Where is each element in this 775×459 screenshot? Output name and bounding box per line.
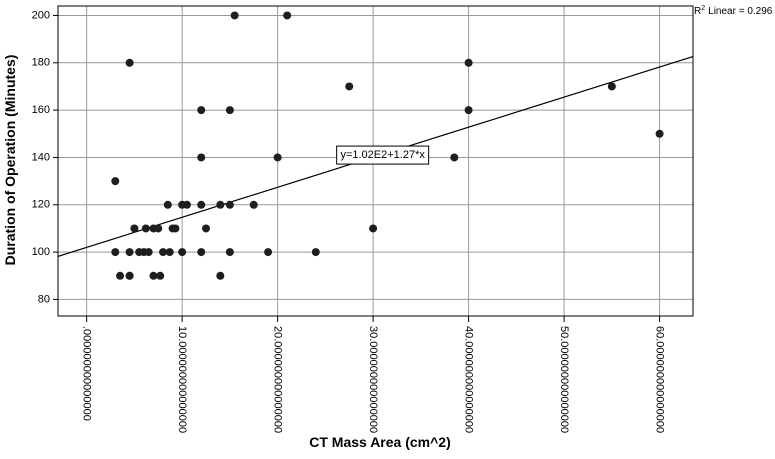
data-point <box>197 106 206 115</box>
data-point <box>165 248 174 257</box>
data-point <box>154 224 163 233</box>
x-axis-title: CT Mass Area (cm^2) <box>309 434 450 450</box>
data-point <box>225 200 234 209</box>
data-point <box>225 248 234 257</box>
x-tick-label: 60.000000000000000 <box>654 326 666 433</box>
y-tick-label: 120 <box>32 199 50 211</box>
data-point <box>141 224 150 233</box>
data-point <box>178 248 187 257</box>
data-point <box>111 248 120 257</box>
data-point <box>273 153 282 162</box>
data-point <box>163 200 172 209</box>
x-tick-label: 40.000000000000000 <box>463 326 475 433</box>
data-point <box>216 200 225 209</box>
data-point <box>225 106 234 115</box>
data-point <box>249 200 258 209</box>
r2-superscript: 2 <box>701 5 705 12</box>
x-axis-ticks: .000000000000000 10.000000000000000 20.000… <box>81 316 666 433</box>
y-tick-label: 100 <box>32 246 50 258</box>
y-tick-label: 200 <box>32 9 50 21</box>
x-tick-label: 20.000000000000000 <box>272 326 284 433</box>
data-points <box>111 11 664 280</box>
r2-prefix: R <box>694 6 701 17</box>
data-point <box>197 248 206 257</box>
data-point <box>450 153 459 162</box>
data-point <box>311 248 320 257</box>
data-point <box>345 82 354 91</box>
x-tick-label: .000000000000000 <box>81 326 93 421</box>
y-tick-label: 180 <box>32 57 50 69</box>
data-point <box>125 248 134 257</box>
data-point <box>171 224 180 233</box>
y-tick-label: 80 <box>38 293 50 305</box>
data-point <box>464 106 473 115</box>
data-point <box>144 248 153 257</box>
fit-equation-label: y=1.02E2+1.27*x <box>336 145 430 165</box>
data-point <box>125 58 134 67</box>
data-point <box>159 248 168 257</box>
data-point <box>130 224 139 233</box>
data-point <box>202 224 211 233</box>
data-point <box>149 271 158 280</box>
y-axis-ticks: 80 100 120 140 160 180 200 <box>32 9 58 305</box>
data-point <box>369 224 378 233</box>
data-point <box>283 11 292 20</box>
r2-label: R2 Linear = 0.296 <box>694 5 773 17</box>
x-tick-label: 30.000000000000000 <box>367 326 379 433</box>
data-point <box>655 129 664 138</box>
data-point <box>156 271 165 280</box>
data-point <box>216 271 225 280</box>
y-tick-label: 140 <box>32 151 50 163</box>
data-point <box>111 177 120 186</box>
x-tick-label: 50.000000000000000 <box>558 326 570 433</box>
data-point <box>116 271 125 280</box>
data-point <box>230 11 239 20</box>
data-point <box>197 200 206 209</box>
fit-equation-text: y=1.02E2+1.27*x <box>340 149 425 161</box>
data-point <box>197 153 206 162</box>
grid-lines <box>58 6 693 316</box>
r2-value: Linear = 0.296 <box>708 6 773 17</box>
x-tick-label: 10.000000000000000 <box>176 326 188 433</box>
y-tick-label: 160 <box>32 104 50 116</box>
data-point <box>125 271 134 280</box>
data-point <box>607 82 616 91</box>
data-point <box>182 200 191 209</box>
plot-frame <box>57 5 694 317</box>
data-point <box>464 58 473 67</box>
data-point <box>264 248 273 257</box>
y-axis-title: Duration of Operation (Minutes) <box>2 55 18 266</box>
